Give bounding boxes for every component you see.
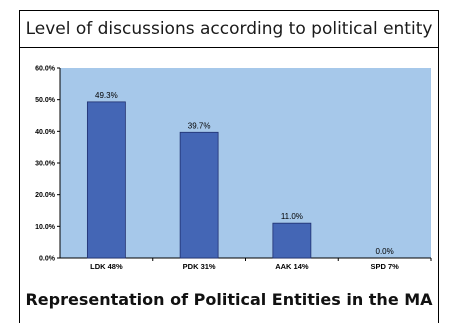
chart-subtitle: Representation of Political Entities in …	[25, 290, 433, 309]
y-tick-label: 60.0%	[35, 66, 56, 73]
bar	[179, 131, 219, 259]
y-tick-label: 0.0%	[39, 256, 56, 263]
data-label: 0.0%	[376, 247, 394, 256]
bar	[86, 101, 126, 259]
y-tick-label: 20.0%	[35, 192, 56, 199]
title-divider	[20, 47, 438, 48]
y-tick-label: 10.0%	[35, 224, 56, 231]
data-label: 49.3%	[95, 91, 118, 100]
data-label: 11.0%	[281, 212, 303, 221]
category-label: PDK 31%	[183, 262, 216, 271]
bar	[272, 222, 312, 259]
y-tick-label: 30.0%	[35, 161, 56, 168]
category-label: AAK 14%	[275, 262, 309, 271]
data-label: 39.7%	[188, 121, 211, 130]
y-tick-label: 50.0%	[35, 97, 56, 104]
y-tick-label: 40.0%	[35, 129, 56, 136]
category-label: LDK 48%	[90, 262, 123, 271]
chart-frame: Level of discussions according to politi…	[19, 10, 439, 323]
chart-title: Level of discussions according to politi…	[25, 19, 433, 39]
category-label: SPD 7%	[370, 262, 399, 271]
